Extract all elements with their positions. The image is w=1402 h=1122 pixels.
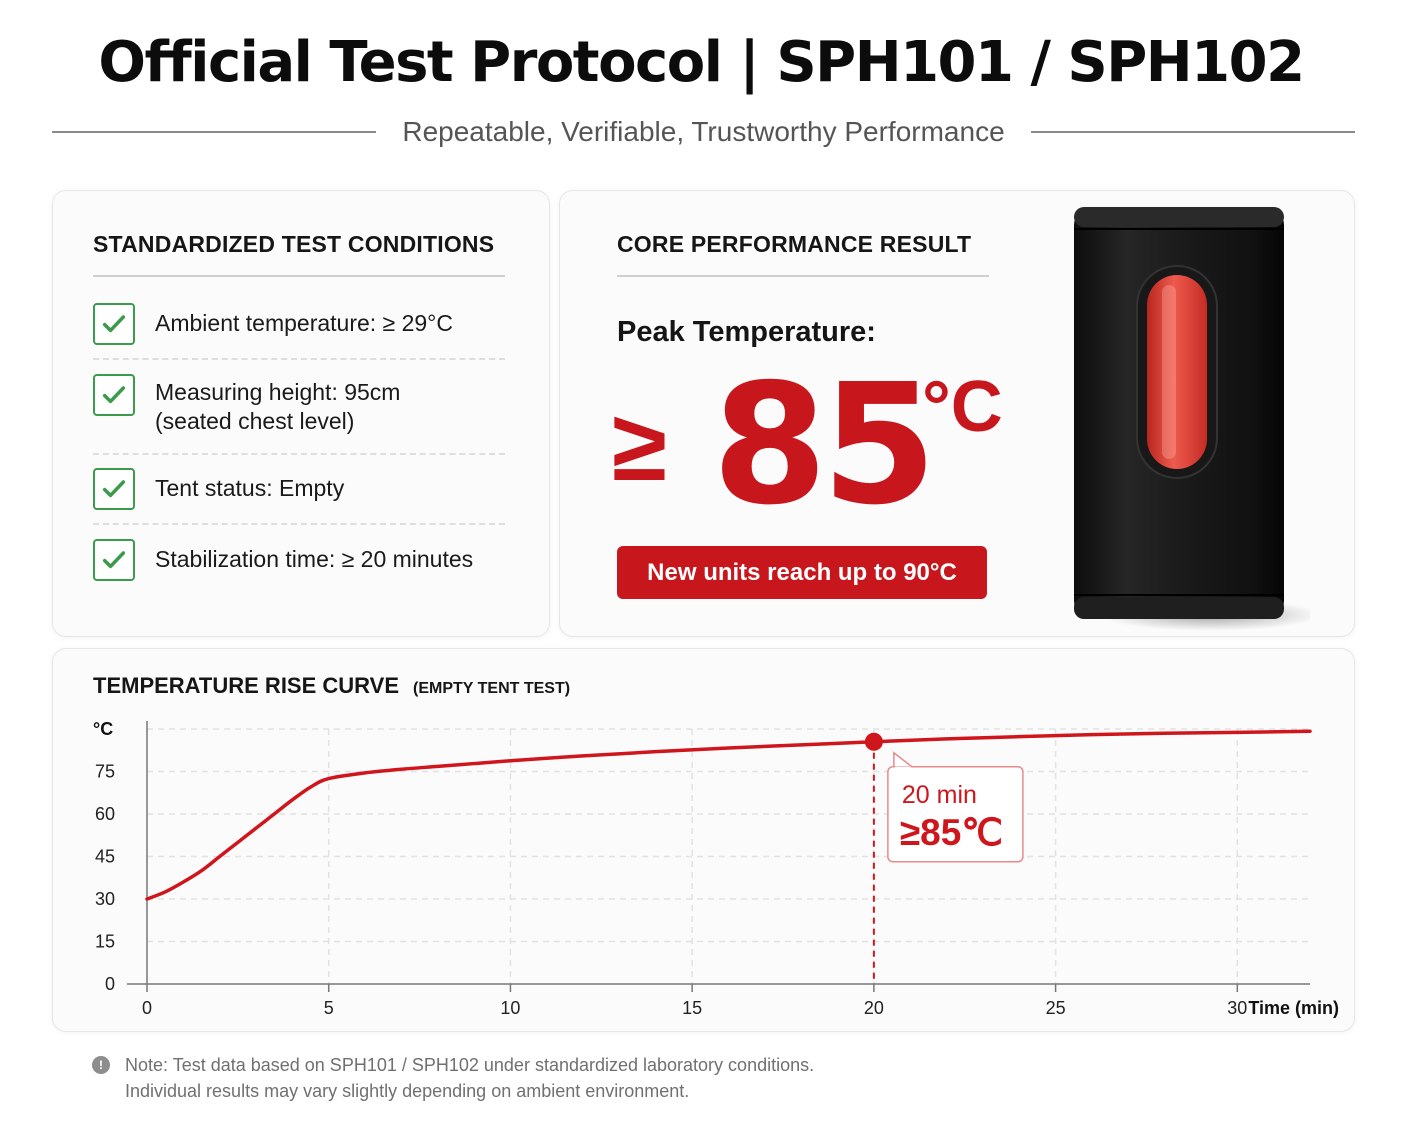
greater-equal-symbol: ≥ — [612, 390, 667, 502]
condition-height: Measuring height: 95cm (seated chest lev… — [93, 374, 505, 436]
temperature-series-line — [145, 729, 1312, 901]
condition-ambient: Ambient temperature: ≥ 29°C — [93, 303, 505, 345]
y-tick-label: 60 — [95, 804, 115, 824]
x-tick-label: 15 — [682, 998, 702, 1018]
result-heading-rule — [617, 275, 989, 277]
condition-tent: Tent status: Empty — [93, 468, 505, 510]
x-axis-label: Time (min) — [1248, 998, 1339, 1018]
info-icon: ! — [92, 1056, 110, 1074]
checkbox-checked-icon — [93, 468, 135, 510]
subtitle-rule-right — [1030, 131, 1355, 133]
annotation-callout-pointer — [893, 751, 915, 768]
chart-title-group: TEMPERATURE RISE CURVE (EMPTY TENT TEST) — [93, 673, 570, 699]
x-tick-label: 20 — [864, 998, 884, 1018]
temperature-chart-card: TEMPERATURE RISE CURVE (EMPTY TENT TEST) … — [52, 648, 1355, 1032]
y-tick-label: 45 — [95, 847, 115, 867]
x-tick-label: 5 — [324, 998, 334, 1018]
chart-subtitle: (EMPTY TENT TEST) — [413, 680, 571, 697]
page-title: Official Test Protocol | SPH101 / SPH102 — [98, 30, 1305, 95]
performance-result-card: CORE PERFORMANCE RESULT Peak Temperature… — [559, 190, 1355, 637]
annotation-time-label: 20 min — [902, 781, 977, 809]
x-tick-label: 0 — [142, 998, 152, 1018]
y-tick-label: 15 — [95, 932, 115, 952]
peak-temperature-label: Peak Temperature: — [617, 316, 876, 348]
y-tick-label: 30 — [95, 889, 115, 909]
checkbox-checked-icon — [93, 374, 135, 416]
x-tick-label: 25 — [1046, 998, 1066, 1018]
peak-temperature-value: 85 — [712, 349, 937, 542]
y-tick-label: 0 — [105, 974, 115, 994]
heater-device-image — [1074, 207, 1310, 631]
condition-divider — [93, 523, 505, 525]
footnote-text: Note: Test data based on SPH101 / SPH102… — [125, 1052, 814, 1104]
condition-label: Measuring height: 95cm (seated chest lev… — [155, 379, 401, 434]
new-units-badge: New units reach up to 90°C — [617, 546, 987, 599]
condition-stabilization: Stabilization time: ≥ 20 minutes — [93, 539, 505, 581]
y-axis-label: °C — [93, 719, 113, 739]
condition-label: Tent status: Empty — [155, 475, 345, 501]
subtitle-row: Repeatable, Verifiable, Trustworthy Perf… — [52, 112, 1355, 152]
x-tick-label: 30 — [1227, 998, 1247, 1018]
condition-divider — [93, 453, 505, 455]
page-subtitle: Repeatable, Verifiable, Trustworthy Perf… — [402, 116, 1005, 147]
conditions-heading: STANDARDIZED TEST CONDITIONS — [93, 231, 495, 257]
x-tick-label: 10 — [500, 998, 520, 1018]
condition-label: Ambient temperature: ≥ 29°C — [155, 310, 453, 336]
condition-label: Stabilization time: ≥ 20 minutes — [155, 546, 474, 572]
footnote: ! Note: Test data based on SPH101 / SPH1… — [92, 1052, 814, 1104]
chart-title: TEMPERATURE RISE CURVE — [93, 673, 400, 698]
test-conditions-card: STANDARDIZED TEST CONDITIONS Ambient tem… — [52, 190, 550, 637]
checkbox-checked-icon — [93, 539, 135, 581]
result-heading: CORE PERFORMANCE RESULT — [617, 231, 972, 257]
condition-divider — [93, 358, 505, 360]
subtitle-rule-left — [52, 131, 377, 133]
peak-temperature-unit: °C — [922, 367, 1003, 447]
footnote-line-1: Note: Test data based on SPH101 / SPH102… — [125, 1055, 815, 1075]
conditions-heading-rule — [93, 275, 505, 277]
annotation-point — [864, 732, 883, 751]
y-tick-label: 75 — [95, 762, 115, 782]
checkbox-checked-icon — [93, 303, 135, 345]
temperature-line-chart: 0 15 30 45 60 75 0 5 10 15 20 25 30 °C Time (min) 20 mi… — [93, 719, 1339, 1018]
annotation-callout-box — [887, 766, 1024, 863]
footnote-line-2: Individual results may vary slightly dep… — [125, 1081, 690, 1101]
annotation-temp-label: ≥85℃ — [900, 812, 1003, 853]
